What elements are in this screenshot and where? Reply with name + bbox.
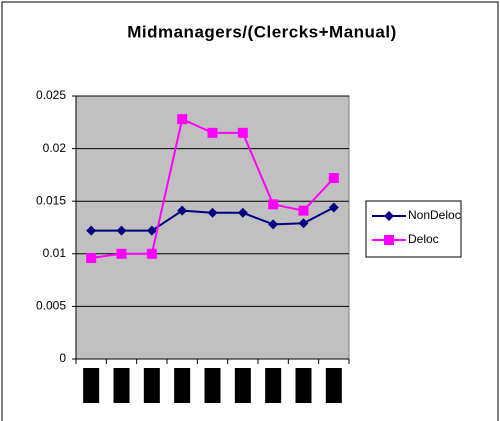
y-tick-label: 0.02	[43, 141, 67, 155]
y-tick-label: 0.01	[43, 246, 67, 260]
marker	[116, 225, 127, 236]
redacted-label	[113, 368, 130, 403]
y-tick-label: 0.005	[36, 299, 66, 313]
redacted-label	[295, 368, 312, 403]
redacted-label	[174, 368, 191, 403]
legend-marker	[384, 211, 394, 221]
marker	[328, 202, 339, 213]
marker	[207, 127, 218, 138]
y-tick-label: 0.025	[36, 88, 66, 102]
redacted-label	[204, 368, 221, 403]
marker	[86, 225, 97, 236]
redacted-label	[265, 368, 282, 403]
marker	[177, 205, 188, 216]
marker	[86, 253, 97, 264]
marker	[298, 218, 309, 229]
marker	[268, 199, 279, 210]
marker	[328, 173, 339, 184]
y-tick-label: 0.015	[36, 193, 66, 207]
marker	[237, 207, 248, 218]
legend-label: NonDeloc	[408, 208, 461, 222]
marker	[146, 248, 157, 259]
marker	[207, 207, 218, 218]
legend-label: Deloc	[408, 232, 439, 246]
marker	[298, 205, 309, 216]
marker	[177, 114, 188, 125]
marker	[116, 248, 127, 259]
marker	[237, 127, 248, 138]
legend-marker	[384, 235, 394, 245]
marker	[268, 219, 279, 230]
redacted-label	[325, 368, 342, 403]
redacted-label	[234, 368, 251, 403]
legend-box	[365, 200, 462, 258]
marker	[146, 225, 157, 236]
chart-title: Midmanagers/(Clercks+Manual)	[127, 22, 397, 41]
redacted-label	[143, 368, 160, 403]
redacted-label	[83, 368, 100, 403]
y-tick-label: 0	[59, 351, 66, 365]
